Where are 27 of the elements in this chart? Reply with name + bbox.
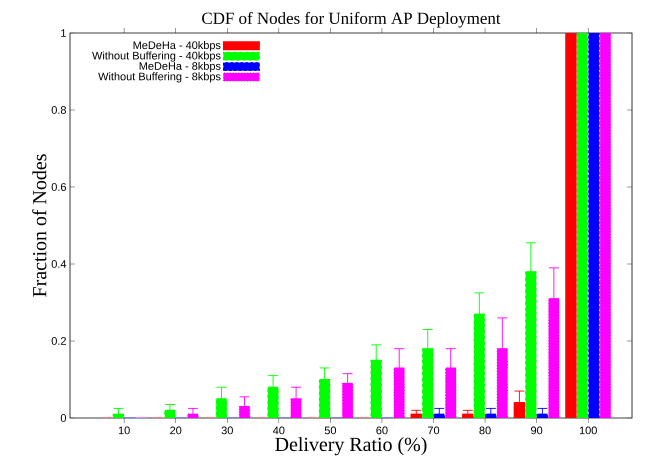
x-tick-label: 40: [272, 426, 284, 434]
legend-label: MeDeHa - 40kbps: [134, 41, 221, 52]
x-tick-label: 10: [118, 426, 130, 434]
legend-label: MeDeHa - 8kbps: [140, 62, 221, 72]
legend-label: Without Buffering - 8kbps: [98, 72, 221, 82]
x-tick-label: 80: [479, 426, 491, 434]
x-tick-label: 60: [376, 426, 388, 434]
y-tick-label: 0.4: [52, 260, 66, 268]
bar: [462, 414, 474, 418]
x-tick-label: 90: [531, 426, 542, 434]
chart-title: CDF of Nodes for Uniform AP Deployment: [202, 12, 500, 28]
x-axis-title: Delivery Ratio (%): [275, 437, 426, 456]
legend-label: Without Buffering - 40kbps: [92, 51, 221, 62]
x-tick-label: 50: [324, 426, 336, 434]
y-tick-label: 1: [61, 29, 66, 37]
y-tick-label: 0.2: [52, 337, 66, 345]
y-tick-label: 0: [60, 414, 66, 422]
bar: [565, 32, 577, 418]
bar: [588, 32, 600, 418]
y-tick-label: 0.8: [52, 106, 66, 114]
bar: [410, 414, 422, 418]
x-tick-label: 30: [222, 426, 233, 434]
y-tick-label: 0.6: [52, 183, 66, 191]
x-tick-label: 70: [428, 426, 440, 434]
y-axis-title: Fraction of Nodes: [32, 154, 46, 297]
x-tick-label: 100: [580, 426, 597, 434]
x-tick-label: 20: [170, 426, 182, 434]
